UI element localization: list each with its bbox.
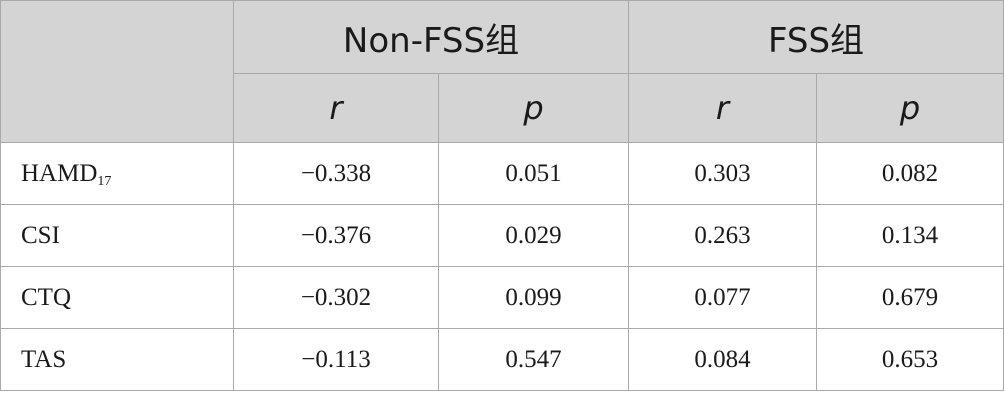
- value-cell: 0.134: [816, 204, 1004, 267]
- table-row: CSI −0.376 0.029 0.263 0.134: [0, 204, 1004, 267]
- row-label-text: TAS: [21, 345, 67, 373]
- row-label-text: HAMD: [21, 159, 98, 187]
- row-label-text: CSI: [21, 221, 60, 249]
- sub-header-r: r: [628, 73, 817, 143]
- table-row: CTQ −0.302 0.099 0.077 0.679: [0, 266, 1004, 329]
- sub-header-p: p: [816, 73, 1004, 143]
- sub-header-p: p: [438, 73, 629, 143]
- value-cell: −0.338: [233, 142, 439, 205]
- value-cell: 0.547: [438, 328, 629, 391]
- value-cell: 0.082: [816, 142, 1004, 205]
- row-label: HAMD17: [0, 142, 234, 205]
- table-body: HAMD17 −0.338 0.051 0.303 0.082 CSI −0.3…: [0, 142, 1004, 391]
- group-header-fss: FSS组: [628, 0, 1004, 74]
- table-header: Non-FSS组 FSS组 r p r p: [0, 0, 1004, 143]
- group-header-non-fss: Non-FSS组: [233, 0, 629, 74]
- value-cell: −0.113: [233, 328, 439, 391]
- sub-header-row: r p r p: [1, 73, 1004, 143]
- value-cell: 0.099: [438, 266, 629, 329]
- value-cell: 0.029: [438, 204, 629, 267]
- value-cell: 0.084: [628, 328, 817, 391]
- table-row: HAMD17 −0.338 0.051 0.303 0.082: [0, 142, 1004, 205]
- row-label: CSI: [0, 204, 234, 267]
- value-cell: 0.653: [816, 328, 1004, 391]
- value-cell: 0.303: [628, 142, 817, 205]
- value-cell: 0.051: [438, 142, 629, 205]
- correlation-table: Non-FSS组 FSS组 r p r p HAMD17 −0.338 0.05…: [0, 0, 1004, 391]
- corner-cell: [0, 0, 234, 143]
- group-header-row: Non-FSS组 FSS组: [0, 0, 1004, 143]
- value-cell: −0.376: [233, 204, 439, 267]
- sub-header-r: r: [233, 73, 439, 143]
- value-cell: −0.302: [233, 266, 439, 329]
- row-label: CTQ: [0, 266, 234, 329]
- row-label-subscript: 17: [97, 173, 112, 189]
- value-cell: 0.679: [816, 266, 1004, 329]
- table-row: TAS −0.113 0.547 0.084 0.653: [0, 328, 1004, 391]
- value-cell: 0.077: [628, 266, 817, 329]
- row-label: TAS: [0, 328, 234, 391]
- row-label-text: CTQ: [21, 283, 71, 311]
- value-cell: 0.263: [628, 204, 817, 267]
